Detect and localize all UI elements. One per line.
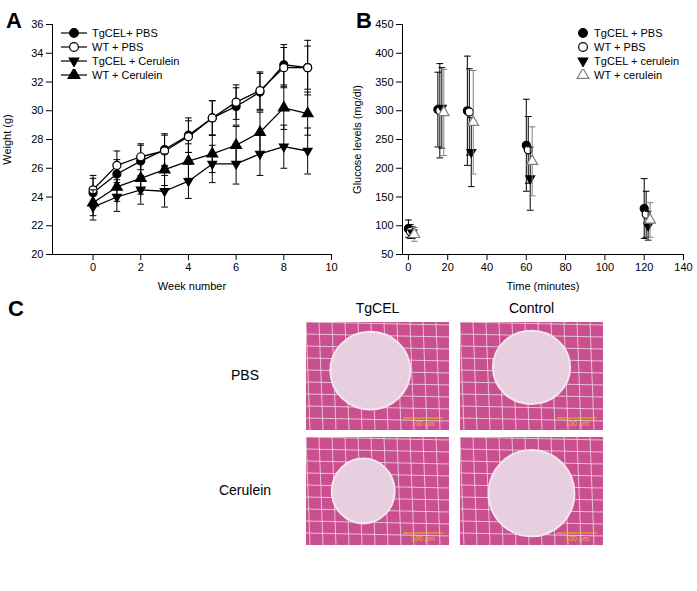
svg-text:34: 34	[31, 47, 43, 59]
svg-text:40: 40	[481, 261, 493, 273]
svg-text:250: 250	[375, 133, 393, 145]
svg-text:80: 80	[559, 261, 571, 273]
html-text:TgCEL + cerulein: TgCEL + cerulein	[594, 55, 679, 67]
svg-text:120: 120	[635, 261, 653, 273]
html-text:WT + PBS: WT + PBS	[594, 41, 646, 53]
html-text:WT + PBS: WT + PBS	[92, 41, 144, 53]
svg-text:6: 6	[233, 261, 239, 273]
html-text:Control: Control	[508, 300, 555, 316]
svg-text:20: 20	[31, 248, 43, 260]
svg-text:100 µm: 100 µm	[565, 420, 589, 428]
html-text:C: C	[8, 296, 24, 321]
svg-text:Glucose levels (mg/dl): Glucose levels (mg/dl)	[351, 85, 363, 194]
svg-text:100 µm: 100 µm	[411, 420, 435, 428]
html-text:PBS: PBS	[231, 367, 259, 383]
svg-text:26: 26	[31, 162, 43, 174]
html-text:B: B	[356, 8, 372, 33]
svg-text:Weight (g): Weight (g)	[1, 114, 13, 165]
html-text:Cerulein: Cerulein	[218, 482, 272, 498]
svg-text:50: 50	[381, 248, 393, 260]
svg-text:400: 400	[375, 47, 393, 59]
svg-text:22: 22	[31, 219, 43, 231]
svg-text:2: 2	[138, 261, 144, 273]
html-text:TgCEL + Cerulein: TgCEL + Cerulein	[92, 55, 180, 67]
svg-text:450: 450	[375, 18, 393, 30]
svg-text:Week number: Week number	[158, 280, 227, 292]
svg-text:350: 350	[375, 76, 393, 88]
svg-text:4: 4	[185, 261, 191, 273]
svg-text:0: 0	[90, 261, 96, 273]
svg-text:32: 32	[31, 76, 43, 88]
svg-text:300: 300	[375, 104, 393, 116]
html-text:TgCEL + PBS: TgCEL + PBS	[594, 27, 663, 39]
svg-text:10: 10	[325, 261, 337, 273]
html-text:WT + Cerulein: WT + Cerulein	[92, 69, 163, 81]
svg-text:200: 200	[375, 162, 393, 174]
html-text:WT + cerulein: WT + cerulein	[594, 69, 663, 81]
svg-text:24: 24	[31, 191, 43, 203]
svg-text:100 µm: 100 µm	[565, 535, 589, 543]
svg-text:28: 28	[31, 133, 43, 145]
svg-text:36: 36	[31, 18, 43, 30]
svg-text:60: 60	[520, 261, 532, 273]
svg-text:0: 0	[405, 261, 411, 273]
svg-text:140: 140	[674, 261, 692, 273]
svg-text:8: 8	[281, 261, 287, 273]
svg-text:30: 30	[31, 104, 43, 116]
svg-text:Time (minutes): Time (minutes)	[507, 280, 580, 292]
svg-text:100: 100	[375, 219, 393, 231]
html-text:A: A	[6, 8, 22, 33]
svg-text:100 µm: 100 µm	[411, 535, 435, 543]
svg-text:20: 20	[442, 261, 454, 273]
svg-text:150: 150	[375, 191, 393, 203]
html-text:TgCEL+ PBS: TgCEL+ PBS	[92, 27, 158, 39]
svg-text:100: 100	[596, 261, 614, 273]
html-text:TgCEL: TgCEL	[355, 300, 400, 316]
